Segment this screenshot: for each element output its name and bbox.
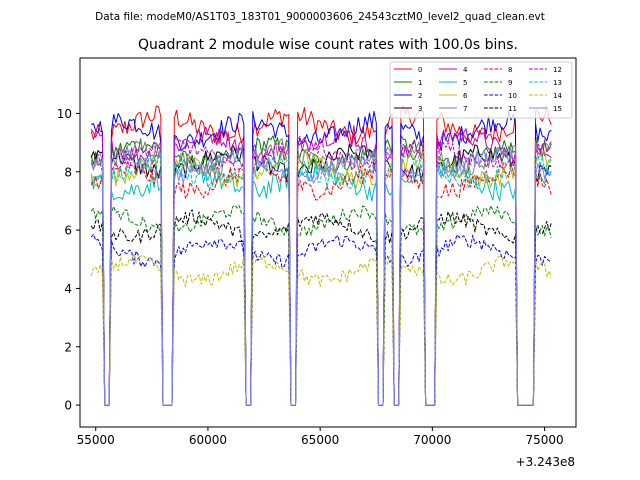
- legend-label-2: 2: [418, 92, 422, 100]
- x-tick-label-70000: 70000: [413, 433, 451, 447]
- legend-label-14: 14: [553, 92, 562, 100]
- legend-label-10: 10: [508, 92, 517, 100]
- legend-label-11: 11: [508, 105, 517, 113]
- legend-label-5: 5: [463, 79, 467, 87]
- legend-box: [389, 61, 573, 119]
- data-file-header: Data file: modeM0/AS1T03_183T01_90000036…: [95, 11, 545, 23]
- legend-label-1: 1: [418, 79, 422, 87]
- legend-label-3: 3: [418, 105, 422, 113]
- chart-title: Quadrant 2 module wise count rates with …: [138, 37, 518, 53]
- series-layer: [90, 105, 552, 406]
- legend-label-0: 0: [418, 66, 422, 74]
- x-tick-label-75000: 75000: [525, 433, 563, 447]
- x-tick-label-60000: 60000: [189, 433, 227, 447]
- legend-label-8: 8: [508, 66, 512, 74]
- y-tick-label-8: 8: [64, 165, 72, 179]
- legend-label-12: 12: [553, 66, 562, 74]
- legend-label-6: 6: [463, 92, 468, 100]
- y-tick-label-2: 2: [64, 340, 72, 354]
- legend-label-4: 4: [463, 66, 468, 74]
- legend-label-7: 7: [463, 105, 467, 113]
- y-tick-label-4: 4: [64, 282, 72, 296]
- y-tick-label-6: 6: [64, 224, 72, 238]
- y-axis: 0 2 4 6 8 10: [57, 107, 80, 413]
- x-tick-label-55000: 55000: [77, 433, 115, 447]
- x-tick-label-65000: 65000: [301, 433, 339, 447]
- plot-frame: [79, 57, 577, 428]
- legend-label-9: 9: [508, 79, 512, 87]
- y-tick-label-0: 0: [64, 399, 72, 413]
- legend-label-13: 13: [553, 79, 562, 87]
- x-axis: 55000 60000 65000 70000 75000: [77, 427, 564, 447]
- x-axis-offset-label: +3.243e8: [516, 455, 575, 469]
- legend-label-15: 15: [553, 105, 562, 113]
- series-line-15: [90, 146, 552, 406]
- y-tick-label-10: 10: [57, 107, 72, 121]
